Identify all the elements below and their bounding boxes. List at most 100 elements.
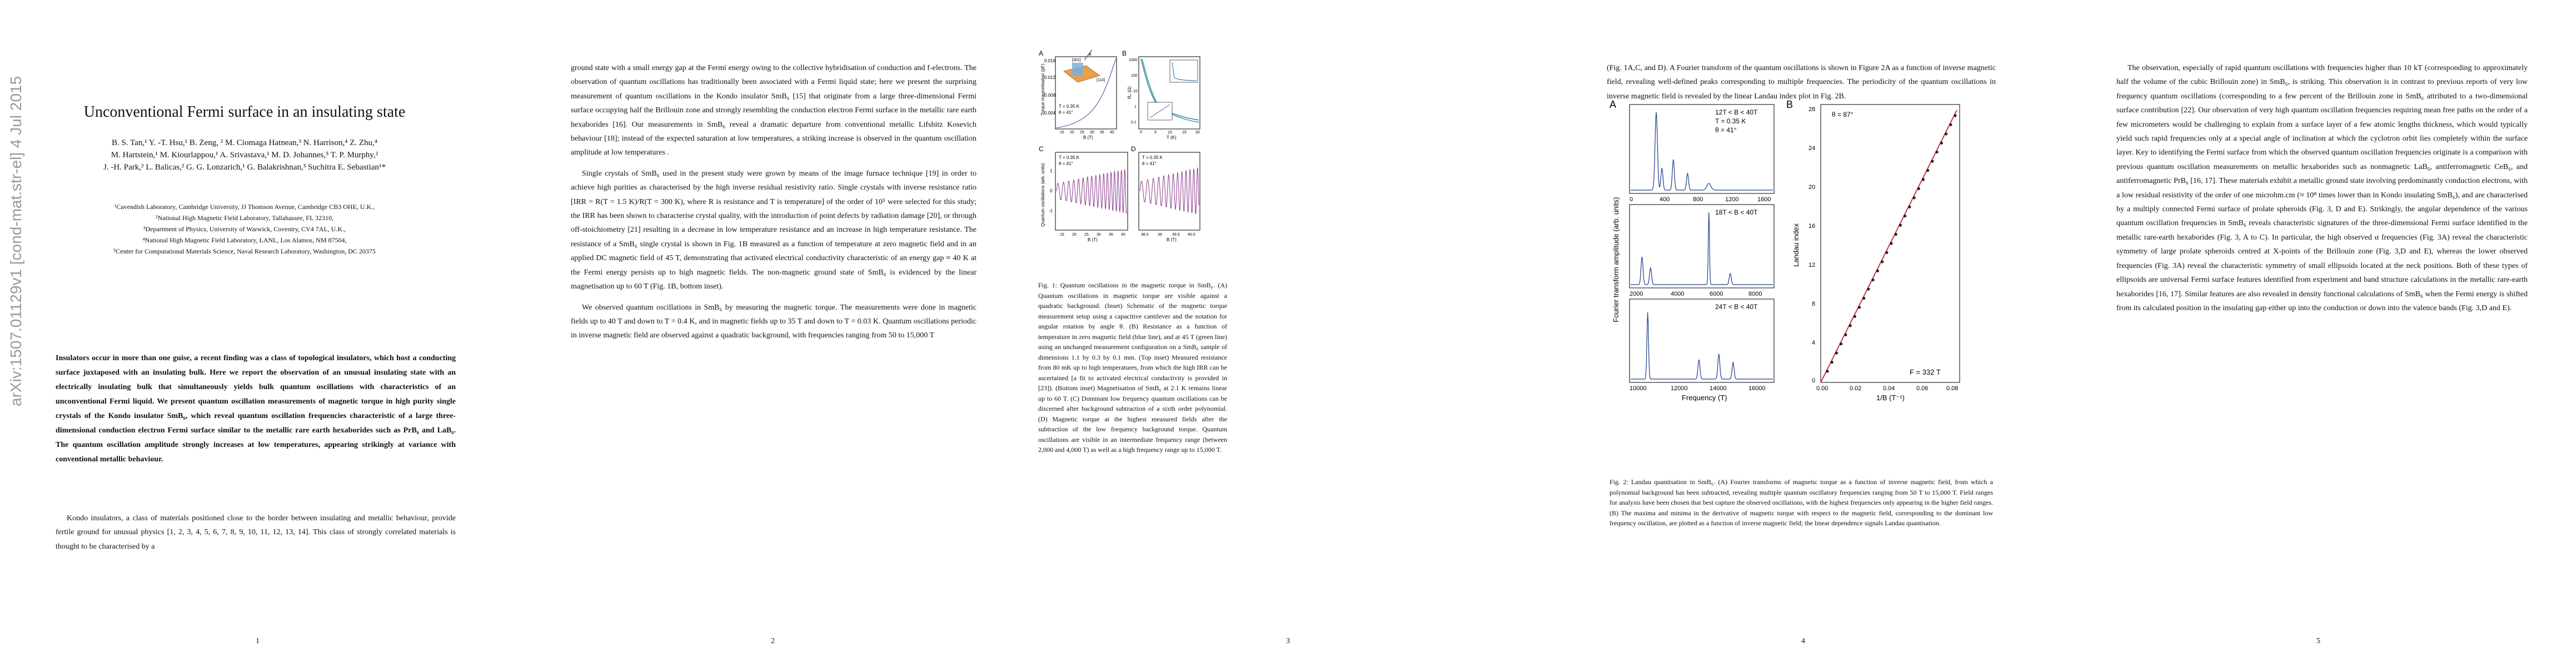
axis-label: B (T) xyxy=(1167,237,1177,242)
axis-label: B (T) xyxy=(1088,237,1098,242)
x-ticks: 2000 4000 6000 8000 xyxy=(1630,291,1762,297)
tick-label: 0 xyxy=(1812,377,1815,384)
fourier-spectrum xyxy=(1631,112,1773,191)
figure-1-caption: Fig. 1: Quantum oscillations in the magn… xyxy=(1038,281,1227,454)
affiliation: ²National High Magnetic Field Laboratory… xyxy=(156,214,333,222)
panel-label: A xyxy=(1039,49,1043,57)
tick-label: 39 xyxy=(1158,233,1162,237)
oscillation-trace xyxy=(1139,167,1199,215)
tick-label: 30 xyxy=(1090,131,1094,135)
x-ticks: 15 20 25 30 35 40 xyxy=(1060,233,1125,237)
landau-point xyxy=(1867,287,1870,291)
affiliation: ¹Cavendish Laboratory, Cambridge Univers… xyxy=(114,203,375,211)
landau-point xyxy=(1949,123,1952,126)
landau-point xyxy=(1921,178,1925,181)
tick-label: 20 xyxy=(1072,233,1077,237)
temperature-label: T = 0.35 K xyxy=(1142,155,1163,160)
tick-label: 800 xyxy=(1693,196,1703,203)
axis-label: Quantum oscillations (arb. units) xyxy=(1040,163,1045,227)
tick-label: 15 xyxy=(1060,233,1064,237)
tick-label: 1 xyxy=(1134,105,1137,109)
page-number: 4 xyxy=(1801,637,1805,645)
axis-label: Frequency (T) xyxy=(1682,394,1727,402)
fourier-spectrum xyxy=(1631,312,1773,380)
x-ticks: 15 20 25 30 35 40 xyxy=(1060,131,1114,135)
tick-label: 24 xyxy=(1808,145,1815,152)
x-ticks: 38.5 39 39.5 40.0 xyxy=(1141,233,1195,237)
tick-label: 40.0 xyxy=(1188,233,1195,237)
body-text: Kondo insulators, a class of materials p… xyxy=(56,511,456,560)
landau-point xyxy=(1885,251,1889,254)
tick-label: 8 xyxy=(1812,301,1815,307)
tick-label: 0 xyxy=(1630,196,1633,203)
tick-label: 12 xyxy=(1808,262,1815,268)
tick-label: 0.016 xyxy=(1044,58,1056,63)
tick-label: 40 xyxy=(1110,131,1114,135)
tick-label: 28 xyxy=(1808,106,1815,113)
page-4: (Fig. 1A,C, and D). A Fourier transform … xyxy=(1546,0,2061,667)
inset-curve xyxy=(1172,62,1197,81)
axis-label: B (T) xyxy=(1083,135,1093,140)
cantilever-inset-illustration xyxy=(1063,49,1100,83)
range-label: 12T < B < 40T xyxy=(1715,108,1758,116)
tick-label: -1 xyxy=(1049,208,1053,213)
tick-label: 0.008 xyxy=(1044,93,1056,98)
landau-point xyxy=(1917,187,1920,190)
landau-point xyxy=(1940,141,1943,145)
axis-label: Fourier transform amplitude (arb. units) xyxy=(1612,197,1620,322)
subpanel-frame xyxy=(1629,204,1775,288)
affiliation: ⁵Center for Computational Materials Scie… xyxy=(113,247,376,255)
body-text: ground state with a small energy gap at … xyxy=(571,61,976,350)
author-line: M. Hartstein,¹ M. Kiourlappou,¹ A. Sriva… xyxy=(111,151,378,160)
range-label: 24T < B < 40T xyxy=(1715,303,1758,311)
temperature-label: T = 0.35 K xyxy=(1715,117,1746,125)
paragraph: Kondo insulators, a class of materials p… xyxy=(56,514,456,551)
tick-label: 6000 xyxy=(1710,291,1723,297)
oscillation-trace xyxy=(1056,169,1127,213)
angle-label: θ = 41° xyxy=(1142,161,1157,166)
panel-c-frame xyxy=(1055,152,1128,231)
paragraph: The observation, especially of rapid qua… xyxy=(2116,64,2528,312)
affiliation-list: ¹Cavendish Laboratory, Cambridge Univers… xyxy=(61,201,428,257)
tick-label: 8000 xyxy=(1748,291,1762,297)
tick-label: 4 xyxy=(1812,340,1815,346)
paragraph: We observed quantum oscillations in SmB₆… xyxy=(571,303,976,340)
tick-label: 0.04 xyxy=(1883,385,1895,392)
author-line: B. S. Tan,¹ Y. -T. Hsu,¹ B. Zeng, ² M. C… xyxy=(111,138,378,147)
tick-label: 0.08 xyxy=(1946,385,1958,392)
axis-label: Torque magnetisation (pF) xyxy=(1040,63,1045,116)
landau-point xyxy=(1830,361,1833,364)
landau-point xyxy=(1876,269,1879,272)
fourier-spectrum xyxy=(1631,212,1773,285)
landau-point xyxy=(1871,278,1875,282)
x-ticks: 0 400 800 1200 1600 xyxy=(1630,196,1771,203)
tick-label: 15 xyxy=(1182,131,1187,135)
tick-label: 1200 xyxy=(1725,196,1738,203)
landau-point xyxy=(1904,215,1907,218)
tick-label: 14000 xyxy=(1710,385,1727,392)
landau-point xyxy=(1912,196,1916,200)
tick-label: 25 xyxy=(1080,131,1084,135)
axis-label: 1/B (T⁻¹) xyxy=(1876,394,1905,402)
tick-label: 0.1 xyxy=(1131,121,1137,125)
paper-title: Unconventional Fermi surface in an insul… xyxy=(83,103,406,121)
landau-point xyxy=(1908,205,1911,208)
tick-label: 0.00 xyxy=(1816,385,1828,392)
tick-label: 16 xyxy=(1808,223,1815,230)
tick-label: 10000 xyxy=(1630,385,1647,392)
paragraph: ground state with a small energy gap at … xyxy=(571,64,976,157)
page-2: ground state with a small energy gap at … xyxy=(515,0,1030,667)
tick-label: 10 xyxy=(1168,131,1172,135)
panel-label: B xyxy=(1786,100,1793,110)
tick-label: 15 xyxy=(1060,131,1064,135)
axis-label: Landau index xyxy=(1792,223,1800,267)
landau-point xyxy=(1945,132,1948,136)
landau-point xyxy=(1935,151,1939,154)
tick-label: 0.004 xyxy=(1044,111,1056,116)
angle-label: θ = 41° xyxy=(1059,110,1073,115)
tick-label: 0.012 xyxy=(1044,75,1056,80)
tick-label: 35 xyxy=(1100,131,1104,135)
tick-label: 38.5 xyxy=(1141,233,1149,237)
landau-point xyxy=(1835,351,1838,355)
frequency-label: F = 332 T xyxy=(1910,368,1941,376)
